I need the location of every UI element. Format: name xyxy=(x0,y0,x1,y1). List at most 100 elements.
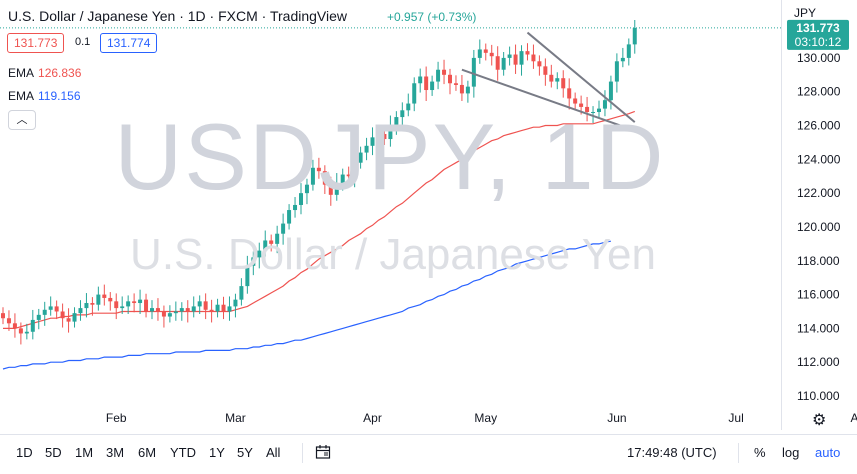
ema-slow-line xyxy=(2,240,612,370)
candle-body xyxy=(293,204,298,211)
candle-body xyxy=(614,61,619,82)
candle-body xyxy=(227,306,232,312)
candle-body xyxy=(66,318,71,322)
candle-body xyxy=(579,103,584,107)
candle-body xyxy=(144,299,149,312)
candle-body xyxy=(30,319,35,332)
candle-body xyxy=(394,117,399,126)
candle-body xyxy=(173,311,178,314)
bottom-toolbar: 1D 5D 1M 3M 6M YTD 1Y 5Y All 17:49:48 (U… xyxy=(0,434,857,474)
range-ytd-button[interactable]: YTD xyxy=(170,445,196,460)
range-3m-button[interactable]: 3M xyxy=(106,445,125,460)
spread-value: 0.1 xyxy=(75,36,91,48)
candle-body xyxy=(507,54,512,58)
candle-body xyxy=(382,133,387,140)
ema-slow-value: 119.156 xyxy=(38,89,81,103)
ema-slow-name: EMA xyxy=(8,89,35,103)
ema-indicator-fast[interactable]: EMA 126.836 xyxy=(8,66,81,80)
candle-body xyxy=(436,69,441,82)
candle-body xyxy=(501,57,506,70)
symbol-title[interactable]: U.S. Dollar / Japanese Yen · 1D · FXCM ·… xyxy=(8,8,348,24)
watermark-symbol: USDJPY, 1D xyxy=(114,104,666,209)
y-tick-label: 110.000 xyxy=(797,389,840,403)
buy-price-button[interactable]: 131.774 xyxy=(100,33,158,53)
candle-body xyxy=(608,81,613,101)
candle-body xyxy=(275,233,280,244)
candle-body xyxy=(376,133,381,138)
x-tick-label: Jul xyxy=(728,411,743,425)
ema-indicator-slow[interactable]: EMA 119.156 xyxy=(8,89,81,103)
candle-body xyxy=(448,74,452,84)
y-tick-label: 126.000 xyxy=(797,119,841,133)
candle-body xyxy=(108,297,113,302)
go-to-date-icon[interactable] xyxy=(315,444,331,460)
range-1y-button[interactable]: 1Y xyxy=(209,445,225,460)
candle-body xyxy=(471,57,476,87)
candle-body xyxy=(465,86,470,94)
collapse-legend-button[interactable]: ︿ xyxy=(8,110,36,130)
ema-fast-line xyxy=(3,110,636,329)
range-all-button[interactable]: All xyxy=(266,445,281,460)
candle-body xyxy=(197,301,202,307)
range-1m-button[interactable]: 1M xyxy=(75,445,94,460)
toolbar-separator xyxy=(738,443,739,463)
y-tick-label: 112.000 xyxy=(797,355,840,369)
candle-body xyxy=(543,66,548,75)
range-1d-button[interactable]: 1D xyxy=(16,445,33,460)
utc-clock[interactable]: 17:49:48 (UTC) xyxy=(627,445,717,460)
candle-body xyxy=(525,51,530,55)
candle-body xyxy=(18,328,23,334)
candle-body xyxy=(537,61,542,67)
candle-body xyxy=(495,56,500,70)
sell-price-button[interactable]: 131.773 xyxy=(7,33,65,53)
x-tick-label: May xyxy=(474,411,497,425)
candle-body xyxy=(602,100,607,109)
candle-body xyxy=(96,294,101,305)
y-tick-label: 128.000 xyxy=(797,85,841,99)
candle-body xyxy=(126,301,131,307)
candle-body xyxy=(185,308,190,312)
candle-body xyxy=(287,210,292,224)
candle-body xyxy=(489,52,494,57)
chevron-up-icon: ︿ xyxy=(16,114,28,126)
candle-body xyxy=(370,137,375,146)
candle-body xyxy=(328,184,333,195)
candle-body xyxy=(358,152,363,163)
candle-body xyxy=(269,240,274,244)
candle-body xyxy=(48,306,53,310)
candle-body xyxy=(233,299,238,307)
candle-body xyxy=(281,223,286,234)
y-tick-label: 118.000 xyxy=(797,254,840,268)
candle-body xyxy=(84,303,89,309)
toolbar-separator xyxy=(302,443,303,463)
x-tick-label: Apr xyxy=(363,411,382,425)
candle-body xyxy=(155,308,160,312)
candle-body xyxy=(167,313,172,317)
candle-body xyxy=(364,145,369,153)
candle-body xyxy=(340,174,345,183)
candle-body xyxy=(597,108,601,112)
candle-body xyxy=(12,323,17,329)
candle-body xyxy=(161,311,166,317)
trendline xyxy=(526,31,636,123)
candle-body xyxy=(453,83,458,85)
candle-body xyxy=(72,313,77,322)
range-5d-button[interactable]: 5D xyxy=(45,445,62,460)
candle-body xyxy=(36,314,41,320)
candle-body xyxy=(626,44,631,58)
candle-body xyxy=(102,294,107,298)
candle-body xyxy=(632,27,637,45)
range-5y-button[interactable]: 5Y xyxy=(237,445,253,460)
candle-body xyxy=(263,240,268,251)
candle-body xyxy=(138,299,143,304)
candle-body xyxy=(531,54,536,62)
log-scale-toggle[interactable]: log xyxy=(782,445,800,460)
candle-body xyxy=(424,76,429,91)
candle-body xyxy=(215,304,220,312)
range-6m-button[interactable]: 6M xyxy=(138,445,157,460)
settings-gear-icon[interactable]: ⚙ xyxy=(812,412,827,429)
bar-countdown: 03:10:12 xyxy=(795,35,842,49)
percent-scale-toggle[interactable]: % xyxy=(754,445,766,460)
auto-scale-toggle[interactable]: auto xyxy=(815,445,841,460)
